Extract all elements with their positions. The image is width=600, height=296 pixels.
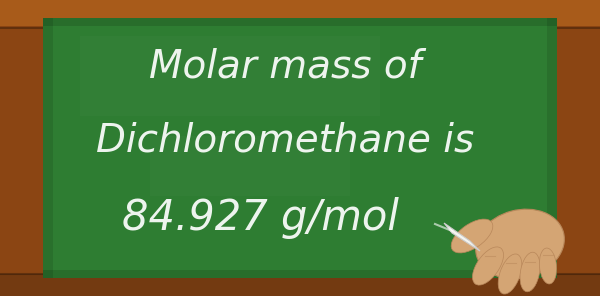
Bar bbox=[150, 136, 350, 196]
Polygon shape bbox=[444, 223, 452, 233]
Ellipse shape bbox=[451, 219, 493, 253]
Ellipse shape bbox=[498, 254, 522, 294]
Text: Molar mass of: Molar mass of bbox=[149, 47, 421, 85]
Ellipse shape bbox=[520, 252, 540, 292]
Polygon shape bbox=[444, 223, 480, 251]
Bar bbox=[43, 270, 557, 278]
Bar bbox=[0, 274, 600, 296]
Ellipse shape bbox=[476, 209, 565, 279]
Ellipse shape bbox=[472, 247, 503, 285]
Text: 84.927 g/mol: 84.927 g/mol bbox=[121, 197, 398, 239]
Text: Dichloromethane is: Dichloromethane is bbox=[96, 122, 474, 160]
Bar bbox=[43, 18, 53, 278]
Bar bbox=[0, 0, 600, 26]
Bar bbox=[547, 18, 557, 278]
Ellipse shape bbox=[539, 248, 557, 284]
Bar bbox=[80, 36, 380, 116]
Bar bbox=[43, 18, 557, 278]
Bar bbox=[43, 18, 557, 26]
